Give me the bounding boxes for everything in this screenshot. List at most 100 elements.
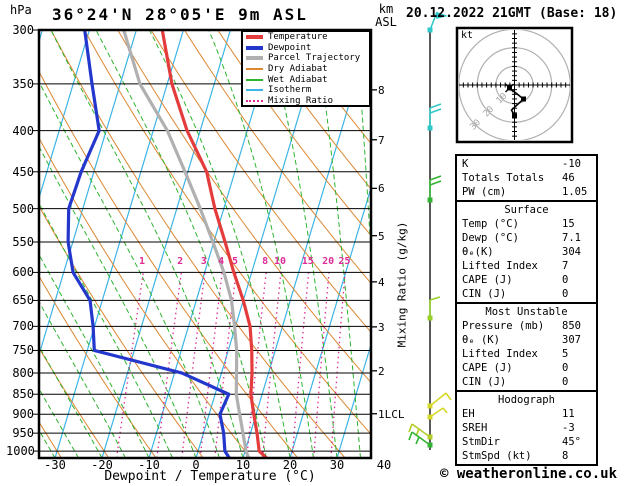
indices-row-value: 1.05 [562,186,588,198]
indices-row-label: K [462,158,469,170]
indices-row: Temp (°C) 15 [457,217,596,231]
indices-row-value: 45° [562,436,581,448]
isotherm-line [101,30,231,458]
pressure-tick-label: 950 [12,426,34,441]
indices-row-value: 8 [562,450,569,462]
wind-barb [427,11,448,33]
pressure-tick-label: 600 [12,265,34,280]
legend: Temperature Dewpoint Parcel Trajectory Dry … [241,30,371,107]
indices-row-label: Dewp (°C) [462,232,519,244]
indices-row-value: 11 [562,408,575,420]
mixing-ratio-value-label: 3 [200,256,207,267]
mixing-ratio-value-label: 10 [273,256,287,267]
pressure-unit-label: hPa [10,3,32,17]
indices-row: Lifted Index 5 [457,347,596,361]
wind-barb [427,392,452,409]
pressure-tick-label: 300 [12,23,34,37]
indices-row-label: CAPE (J) [462,362,513,374]
legend-label: Mixing Ratio [268,95,334,106]
legend-item: Mixing Ratio [243,96,369,107]
temp-axis-label: Dewpoint / Temperature (°C) [104,469,316,484]
dry-adiabat-line [150,30,371,333]
indices-row-value: 850 [562,320,581,332]
run-date: 20.12.2022 21GMT (Base: 18) [406,6,618,21]
dry-adiabat-line [117,30,371,384]
mixing-ratio-value-label: 25 [338,256,351,267]
indices-row-label: Lifted Index [462,348,538,360]
pressure-tick-label: 550 [12,234,34,249]
indices-row: Lifted Index 7 [457,259,596,273]
legend-swatch-parcel-trajectory [246,56,263,61]
wind-barb-marker [427,197,433,203]
indices-row: CIN (J) 0 [457,287,596,301]
legend-label: Wet Adiabat [268,74,328,85]
indices-row-value: 0 [562,274,569,286]
altitude-unit-km: km [378,2,394,16]
wind-barb-marker [427,442,433,448]
isotherm-line [336,342,371,458]
altitude-unit-asl: ASL [375,15,397,29]
wet-adiabat-line [95,30,267,458]
mixing-ratio-value-label: 20 [322,256,335,267]
indices-row: K -10 [457,157,596,171]
legend-swatch-temperature [246,35,263,40]
indices-row-label: CIN (J) [462,288,507,300]
indices-row-label: StmDir [462,436,500,448]
wet-adiabat-line [39,80,220,458]
temp-tick-label: 20 [282,458,298,472]
wind-barb-marker [427,414,433,420]
wind-barb-marker [427,315,433,321]
mixing-ratio-axis-label: Mixing Ratio (g/kg) [395,221,409,348]
indices-row-label: θₑ(K) [462,246,494,258]
indices-section: Most Unstable Pressure (mb) 850 θₑ (K) 307 Li… [455,302,598,392]
indices-section-title: Most Unstable [485,306,568,318]
legend-item: Isotherm [243,85,369,96]
legend-swatch-wet-adiabat [246,78,263,81]
indices-row-value: 46 [562,172,575,184]
legend-label: Parcel Trajectory [268,53,361,64]
wind-barb-marker [427,27,433,33]
hodograph-trace-marker [521,96,526,102]
legend-item: Temperature [243,32,369,43]
indices-row-value: 7.1 [562,232,581,244]
pressure-tick-label: 700 [12,319,34,334]
pressure-tick-label: 850 [12,387,34,402]
indices-row: EH 11 [457,407,596,421]
hodograph-unit-label: kt [461,30,474,41]
legend-item: Wet Adiabat [243,74,369,85]
indices-row: CIN (J) 0 [457,375,596,389]
km-tick-label: 1LCL [378,407,405,421]
pressure-tick-label: 350 [12,76,34,91]
indices-row: Dewp (°C) 7.1 [457,231,596,245]
indices-row-value: 0 [562,288,569,300]
indices-row-value: 0 [562,376,569,388]
mixing-ratio-line [291,272,310,458]
indices-row-value: -3 [562,422,575,434]
indices-row: CAPE (J) 0 [457,361,596,375]
wind-barb-marker [427,434,433,440]
wind-barb [427,175,442,203]
mixing-ratio-line [330,272,346,458]
temp-tick-label: 0 [192,458,200,472]
mixing-ratio-value-label: 15 [301,256,314,267]
indices-row: Totals Totals 46 [457,171,596,185]
km-tick-label: 5 [378,229,385,243]
indices-row: Pressure (mb) 850 [457,319,596,333]
mixing-ratio-value-label: 4 [218,256,225,267]
indices-row-value: 7 [562,260,569,272]
indices-section: Hodograph EH 11 SREH -3 StmDir 45° StmSpd (kt) 8 [455,390,598,466]
mixing-ratio-line [313,272,330,458]
km-tick-label: 2 [378,364,385,378]
indices-row-label: Temp (°C) [462,218,519,230]
legend-swatch-mixing-ratio [246,99,263,102]
indices-row-value: 307 [562,334,581,346]
dry-adiabat-line [183,30,371,285]
wet-adiabat-line [50,30,244,458]
wind-barb [427,407,448,420]
indices-row-label: StmSpd (kt) [462,450,532,462]
indices-row-label: Lifted Index [462,260,538,272]
dry-adiabat-line [250,30,371,190]
mixing-ratio-value-label: 2 [177,256,184,267]
